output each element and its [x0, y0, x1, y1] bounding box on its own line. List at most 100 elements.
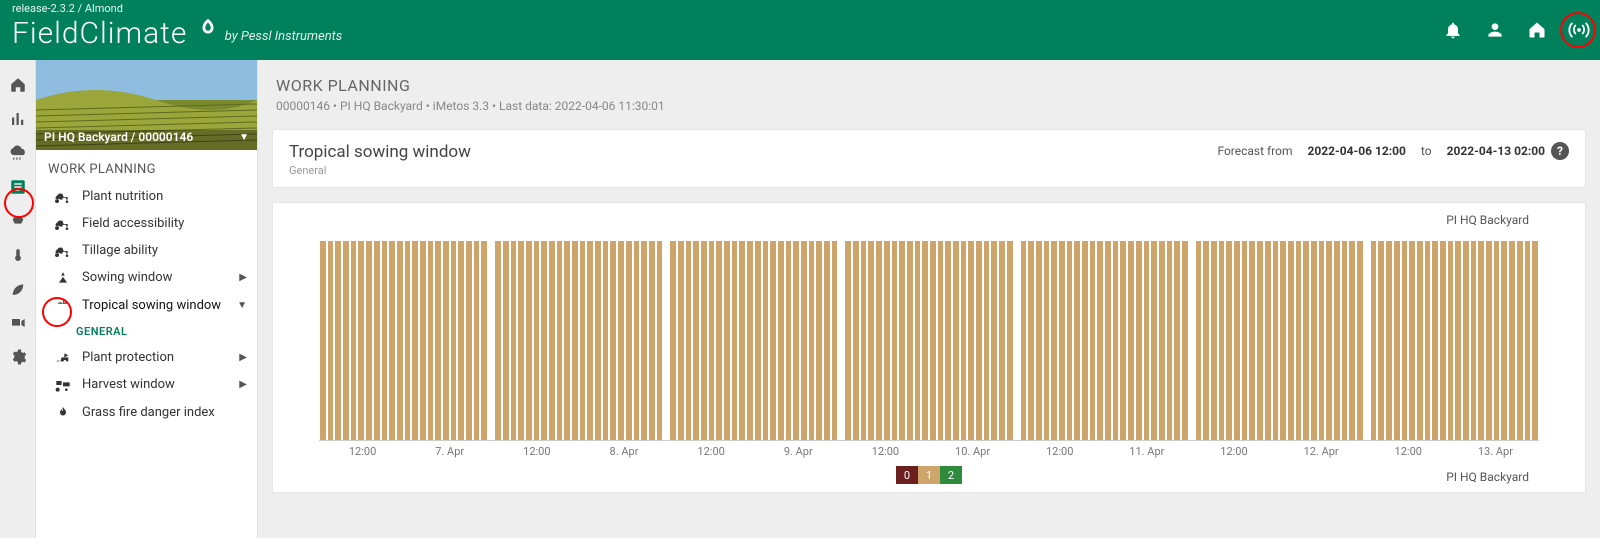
chart-bar — [1021, 241, 1027, 440]
rail-camera[interactable] — [0, 306, 35, 340]
page-subtitle: 00000146 • PI HQ Backyard • iMetos 3.3 •… — [276, 99, 1582, 113]
rail-gear[interactable] — [0, 340, 35, 374]
chart-bar — [1471, 241, 1477, 440]
chart-bar — [1448, 241, 1454, 440]
chart-bar — [458, 241, 464, 440]
chart-bar — [809, 241, 815, 440]
chart-bar — [366, 241, 372, 440]
chart-bar — [1386, 241, 1392, 440]
help-icon[interactable]: ? — [1551, 142, 1569, 160]
chevron-icon: ▼ — [237, 300, 247, 311]
chart-bar — [428, 241, 434, 440]
chart-bar — [1501, 241, 1507, 440]
chart-bar — [451, 241, 457, 440]
station-hero[interactable]: PI HQ Backyard / 00000146 ▼ — [36, 60, 257, 150]
rail-stats[interactable] — [0, 102, 35, 136]
sidebar-item-label: GENERAL — [76, 325, 247, 338]
chart-xaxis: 12:007. Apr12:008. Apr12:009. Apr12:0010… — [319, 445, 1539, 458]
chart-bar — [1342, 241, 1348, 440]
chart-bar — [389, 241, 395, 440]
chart-bar — [1394, 241, 1400, 440]
chart-bar — [801, 241, 807, 440]
chart-bar — [1509, 241, 1515, 440]
palm-icon — [52, 297, 74, 313]
seed-icon — [52, 271, 74, 285]
rail-temperature[interactable] — [0, 238, 35, 272]
chart-bar — [335, 241, 341, 440]
chart-bar — [1136, 241, 1142, 440]
chart-bar — [824, 241, 830, 440]
user-icon[interactable] — [1484, 19, 1506, 41]
sidebar-item[interactable]: Tillage ability — [36, 237, 257, 264]
sidebar-item[interactable]: Plant nutrition — [36, 183, 257, 210]
chart-bar — [572, 241, 578, 440]
chart-bar — [1311, 241, 1317, 440]
chart-bar — [724, 241, 730, 440]
chart-bar — [474, 241, 480, 440]
chart-bar — [999, 241, 1005, 440]
chart-bar — [511, 241, 517, 440]
chart-bar — [1113, 241, 1119, 440]
chevron-icon: ▶ — [239, 379, 247, 390]
rail-leaf[interactable] — [0, 272, 35, 306]
chart-bar — [686, 241, 692, 440]
chart-bar — [1226, 241, 1232, 440]
chart-bar — [778, 241, 784, 440]
house-icon[interactable] — [1526, 19, 1548, 41]
chart-bar — [1349, 241, 1355, 440]
chart-bar — [634, 241, 640, 440]
chart-bar — [1044, 241, 1050, 440]
chart-bar — [1036, 241, 1042, 440]
chart-bar — [1425, 241, 1431, 440]
chart-bar — [649, 241, 655, 440]
chart-bar — [739, 241, 745, 440]
chart-bar — [1303, 241, 1309, 440]
rail-home[interactable] — [0, 68, 35, 102]
chart-bar — [1371, 241, 1377, 440]
chart-bar — [747, 241, 753, 440]
chart-bar — [1007, 241, 1013, 440]
combine-icon — [52, 378, 74, 392]
card-header: Tropical sowing window General Forecast … — [272, 129, 1586, 188]
sidebar-item-label: Grass fire danger index — [74, 405, 247, 420]
bell-icon[interactable] — [1442, 19, 1464, 41]
chart-bar — [1455, 241, 1461, 440]
broadcast-icon[interactable] — [1568, 19, 1590, 41]
chart-bar — [892, 241, 898, 440]
x-tick: 12:00 — [1365, 445, 1452, 458]
sidebar-item-label: Sowing window — [74, 270, 239, 285]
tractor-icon — [52, 218, 74, 230]
chart-bar — [678, 241, 684, 440]
rail-weather[interactable] — [0, 136, 35, 170]
forecast-range: Forecast from 2022-04-06 12:00 to 2022-0… — [1217, 142, 1569, 160]
sidebar-item[interactable]: Harvest window▶ — [36, 371, 257, 398]
chart-bar — [466, 241, 472, 440]
page-title: WORK PLANNING — [276, 76, 1582, 95]
sidebar-item[interactable]: Grass fire danger index — [36, 398, 257, 426]
chart-bar — [922, 241, 928, 440]
chart-bar — [1525, 241, 1531, 440]
chart-bar — [1357, 241, 1363, 440]
rail-animal[interactable] — [0, 204, 35, 238]
station-label: PI HQ Backyard / 00000146 — [44, 130, 193, 144]
chart-bar — [1242, 241, 1248, 440]
chart-bar — [945, 241, 951, 440]
sidebar-item-label: Tropical sowing window — [74, 298, 237, 313]
sidebar-item[interactable]: Sowing window▶ — [36, 264, 257, 291]
chart-bar — [518, 241, 524, 440]
chart-bar — [899, 241, 905, 440]
chart-bar — [443, 241, 449, 440]
sidebar-item[interactable]: Field accessibility — [36, 210, 257, 237]
chart-bar — [832, 241, 838, 440]
logo[interactable]: FieldClimate — [12, 16, 219, 51]
chart-bar — [845, 241, 851, 440]
sidebar-item[interactable]: Plant protection▶ — [36, 344, 257, 371]
sidebar-item[interactable]: Tropical sowing window▼ — [36, 291, 257, 319]
chart-bar — [1211, 241, 1217, 440]
chart-bar — [1120, 241, 1126, 440]
chart-bar — [1296, 241, 1302, 440]
sidebar-item-label: Plant nutrition — [74, 189, 247, 204]
icon-rail — [0, 60, 36, 538]
chart-bar — [961, 241, 967, 440]
rail-planning[interactable] — [0, 170, 35, 204]
